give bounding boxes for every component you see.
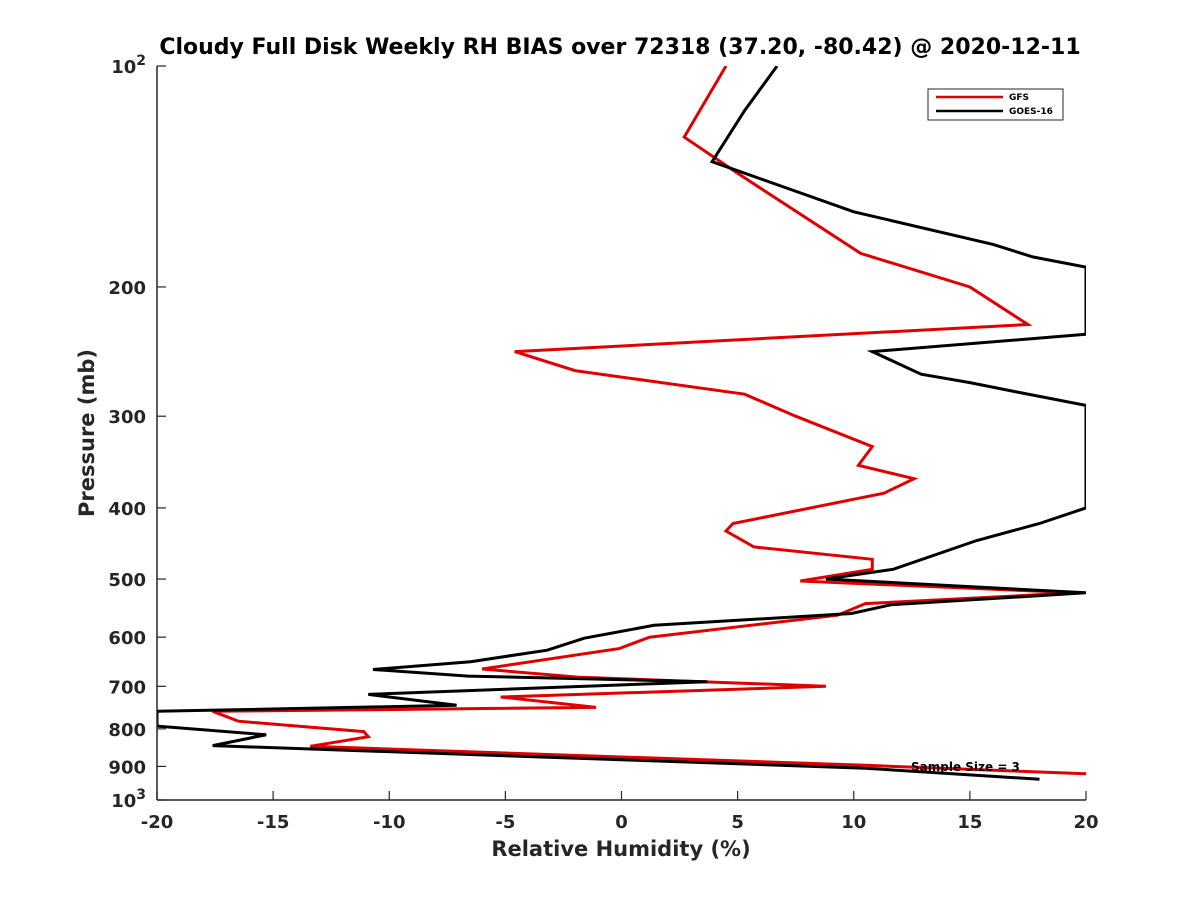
y-tick-label: 600 bbox=[108, 628, 146, 649]
y-tick-label: 700 bbox=[108, 677, 146, 698]
sample-size-annotation: Sample Size = 3 bbox=[911, 760, 1020, 774]
y-ticks: 200 300 400 500 600 700 800 900 102 103 bbox=[108, 53, 166, 812]
x-tick-label: 0 bbox=[615, 812, 628, 833]
legend: GFS GOES-16 bbox=[927, 88, 1064, 121]
x-tick-label: 5 bbox=[731, 812, 744, 833]
x-tick-label: 20 bbox=[1073, 812, 1098, 833]
x-ticks: -20 -15 -10 -5 0 5 10 15 20 bbox=[141, 791, 1099, 833]
y-tick-label: 400 bbox=[108, 499, 146, 520]
y-tick-label-top: 102 bbox=[111, 53, 146, 78]
x-axis-label: Relative Humidity (%) bbox=[491, 837, 750, 861]
x-tick-label: 15 bbox=[957, 812, 982, 833]
x-tick-label: -5 bbox=[495, 812, 515, 833]
y-tick-label-bottom: 103 bbox=[111, 787, 146, 812]
plot-background bbox=[157, 66, 1086, 800]
series-line-goes-16 bbox=[157, 66, 1086, 781]
series-layer bbox=[157, 66, 1086, 781]
x-tick-label: -10 bbox=[373, 812, 406, 833]
legend-label-goes-16: GOES-16 bbox=[1009, 107, 1053, 117]
y-tick-label: 800 bbox=[108, 720, 146, 741]
y-tick-label: 200 bbox=[108, 278, 146, 299]
x-tick-label: -20 bbox=[141, 812, 174, 833]
legend-label-gfs: GFS bbox=[1009, 93, 1029, 103]
plot-area bbox=[157, 66, 1086, 800]
y-tick-label: 500 bbox=[108, 570, 146, 591]
x-tick-label: -15 bbox=[257, 812, 290, 833]
chart-title: Cloudy Full Disk Weekly RH BIAS over 723… bbox=[159, 35, 1080, 60]
x-tick-label: 10 bbox=[841, 812, 866, 833]
y-axis-label: Pressure (mb) bbox=[75, 349, 99, 517]
legend-box bbox=[927, 88, 1064, 121]
y-tick-label: 900 bbox=[108, 757, 146, 778]
y-tick-label: 300 bbox=[108, 407, 146, 428]
